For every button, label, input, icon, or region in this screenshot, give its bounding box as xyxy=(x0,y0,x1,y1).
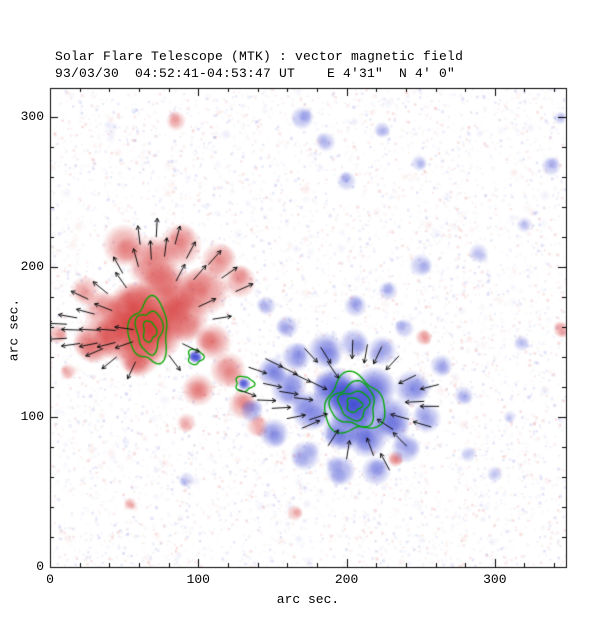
y-tick-label: 0 xyxy=(36,559,44,574)
y-tick-label: 300 xyxy=(20,108,44,124)
plot-subtitle: 93/03/30 04:52:41-04:53:47 UT E 4'31" N … xyxy=(55,66,456,81)
y-axis-label: arc sec. xyxy=(6,298,22,362)
x-tick-label: 0 xyxy=(46,572,54,587)
y-tick-label: 100 xyxy=(20,408,44,424)
plot-title: Solar Flare Telescope (MTK) : vector mag… xyxy=(55,49,464,64)
x-tick-label: 100 xyxy=(186,572,210,587)
x-tick-label: 200 xyxy=(334,572,359,587)
x-axis-ticks: 0 100 200 300 xyxy=(0,572,612,588)
y-tick-label: 200 xyxy=(20,258,44,274)
y-axis-ticks: 0 100 200 300 xyxy=(0,0,44,617)
x-tick-label: 300 xyxy=(483,572,507,587)
x-axis-label: arc sec. xyxy=(276,592,340,607)
